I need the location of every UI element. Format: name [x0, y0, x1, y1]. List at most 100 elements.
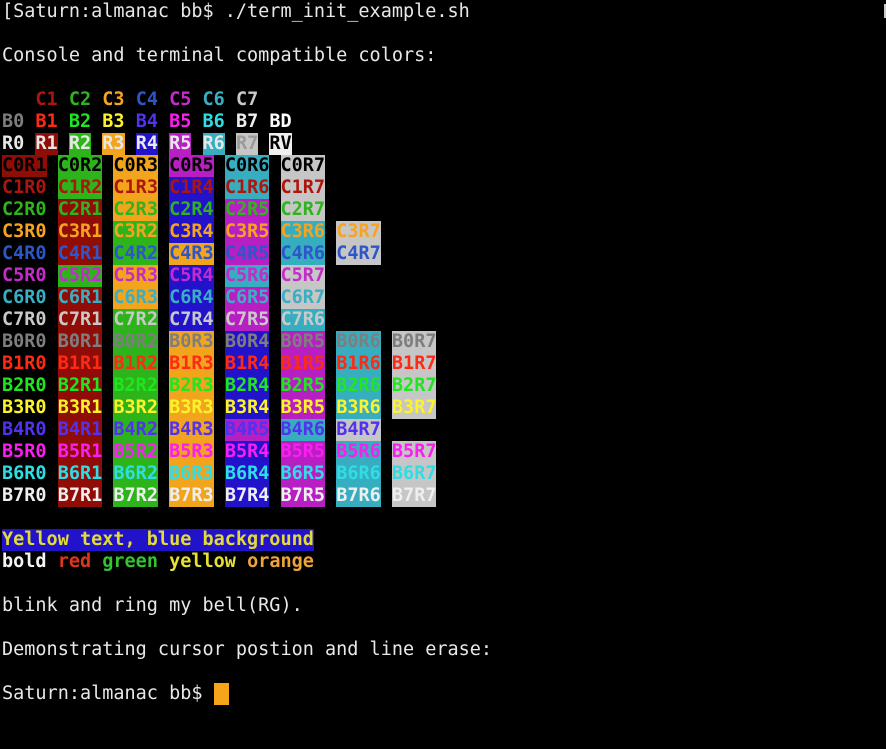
intro-text: Console and terminal compatible colors: — [2, 45, 886, 67]
text-segment: B0 — [2, 111, 25, 132]
scrollbar-thumb[interactable] — [884, 4, 886, 18]
color-cell-B7R0: B7R0 — [2, 485, 47, 506]
prompt-line-top: [Saturn:almanac bb$ ./term_init_example.… — [2, 1, 886, 23]
blank-line — [2, 727, 886, 749]
text-segment — [325, 419, 336, 441]
text-segment — [269, 463, 280, 485]
text-segment — [214, 419, 225, 441]
text-segment — [214, 331, 225, 353]
text-segment: R7 — [235, 133, 259, 155]
text-segment — [158, 133, 169, 155]
text-segment — [158, 243, 169, 265]
grid-row-C6: C6R0 C6R1 C6R3 C6R4 C6R5 C6R7 — [2, 287, 886, 309]
text-segment: C4 — [135, 89, 158, 110]
text-segment — [381, 331, 392, 353]
text-segment: R4 — [135, 133, 158, 155]
text-segment — [102, 485, 113, 507]
text-segment: B1 — [35, 111, 58, 132]
color-cell-C5R0: C5R0 — [2, 265, 47, 286]
color-cell-C4R5: C4R5 — [224, 243, 270, 265]
text-segment — [47, 419, 58, 441]
text-segment — [102, 221, 113, 243]
color-cell-C6R1: C6R1 — [57, 287, 103, 309]
color-cell-B6R2: B6R2 — [113, 463, 158, 485]
text-segment: B2 — [68, 111, 92, 132]
color-cell-B0R7: B0R7 — [391, 331, 437, 353]
text-segment — [91, 111, 102, 133]
color-cell-C2R4: C2R4 — [169, 199, 214, 221]
color-cell-B6R1: B6R1 — [57, 463, 103, 485]
color-cell-B7R2: B7R2 — [113, 485, 158, 507]
color-cell-B3R2: B3R2 — [113, 397, 158, 419]
color-cell-B0R5: B0R5 — [280, 331, 326, 353]
color-cell-B7R7: B7R7 — [391, 485, 437, 507]
text-segment: B7 — [235, 111, 259, 132]
prompt-line-bottom: Saturn:almanac bb$ — [2, 683, 886, 705]
text-segment — [214, 177, 225, 199]
text-segment — [269, 485, 280, 507]
text-segment — [269, 155, 280, 177]
grid-row-B0: B0R0 B0R1 B0R2 B0R3 B0R4 B0R5 B0R6 B0R7 — [2, 331, 886, 353]
text-segment — [125, 89, 136, 111]
color-cell-B2R3: B2R3 — [169, 375, 214, 397]
color-cell-B5R6: B5R6 — [336, 441, 381, 463]
text-segment — [158, 89, 169, 111]
text-segment — [102, 375, 113, 397]
color-cell-B4R7: B4R7 — [336, 419, 381, 441]
color-cell-B7R1: B7R1 — [57, 485, 103, 507]
color-cell-C0R5: C0R5 — [169, 155, 214, 177]
text-segment — [381, 353, 392, 375]
text-segment: B6 — [202, 111, 225, 132]
color-cell-B5R2: B5R2 — [113, 441, 158, 463]
text-segment — [47, 221, 58, 243]
color-cell-B2R2: B2R2 — [113, 375, 158, 397]
color-cell-B2R6: B2R6 — [336, 375, 381, 397]
text-segment — [102, 177, 113, 199]
text-segment — [158, 309, 169, 331]
color-cell-C2R1: C2R1 — [57, 199, 103, 221]
text-segment — [47, 485, 58, 507]
color-cell-C4R1: C4R1 — [57, 243, 103, 265]
text-segment — [91, 89, 102, 111]
color-cell-B1R1: B1R1 — [57, 353, 103, 375]
color-cell-B5R3: B5R3 — [169, 441, 214, 463]
color-cell-B2R0: B2R0 — [2, 375, 47, 396]
text-segment — [47, 353, 58, 375]
color-cell-C1R4: C1R4 — [169, 177, 214, 199]
text-segment: R6 — [202, 133, 225, 155]
color-cell-B2R7: B2R7 — [391, 375, 437, 397]
color-cell-B2R4: B2R4 — [224, 375, 270, 397]
text-segment: [Saturn:almanac bb$ ./term_init_example.… — [2, 1, 470, 22]
text-segment — [381, 375, 392, 397]
text-segment — [214, 287, 225, 309]
text-segment — [158, 353, 169, 375]
text-segment — [91, 133, 102, 155]
text-segment: BD — [269, 111, 292, 132]
color-cell-B7R6: B7R6 — [336, 485, 381, 507]
text-segment — [102, 155, 113, 177]
text-segment — [102, 199, 113, 221]
text-segment — [258, 133, 269, 155]
color-cell-B5R4: B5R4 — [224, 441, 270, 463]
text-segment — [47, 551, 58, 573]
text-segment — [102, 287, 113, 309]
text-segment — [2, 89, 35, 111]
color-cell-B3R7: B3R7 — [391, 397, 437, 419]
text-segment — [269, 397, 280, 419]
color-cell-B7R3: B7R3 — [169, 485, 214, 507]
color-cell-B0R3: B0R3 — [169, 331, 214, 353]
text-segment — [214, 155, 225, 177]
grid-row-B3: B3R0 B3R1 B3R2 B3R3 B3R4 B3R5 B3R6 B3R7 — [2, 397, 886, 419]
text-segment — [47, 287, 58, 309]
text-segment: Saturn:almanac bb$ — [2, 683, 214, 704]
text-segment — [102, 265, 113, 287]
text-segment — [91, 551, 102, 573]
color-cell-B0R4: B0R4 — [224, 331, 270, 353]
color-cell-C6R3: C6R3 — [113, 287, 158, 309]
color-cell-B5R7: B5R7 — [391, 441, 437, 463]
color-cell-B6R4: B6R4 — [224, 463, 270, 485]
color-cell-C3R0: C3R0 — [2, 221, 47, 242]
color-cell-B1R0: B1R0 — [2, 353, 47, 374]
